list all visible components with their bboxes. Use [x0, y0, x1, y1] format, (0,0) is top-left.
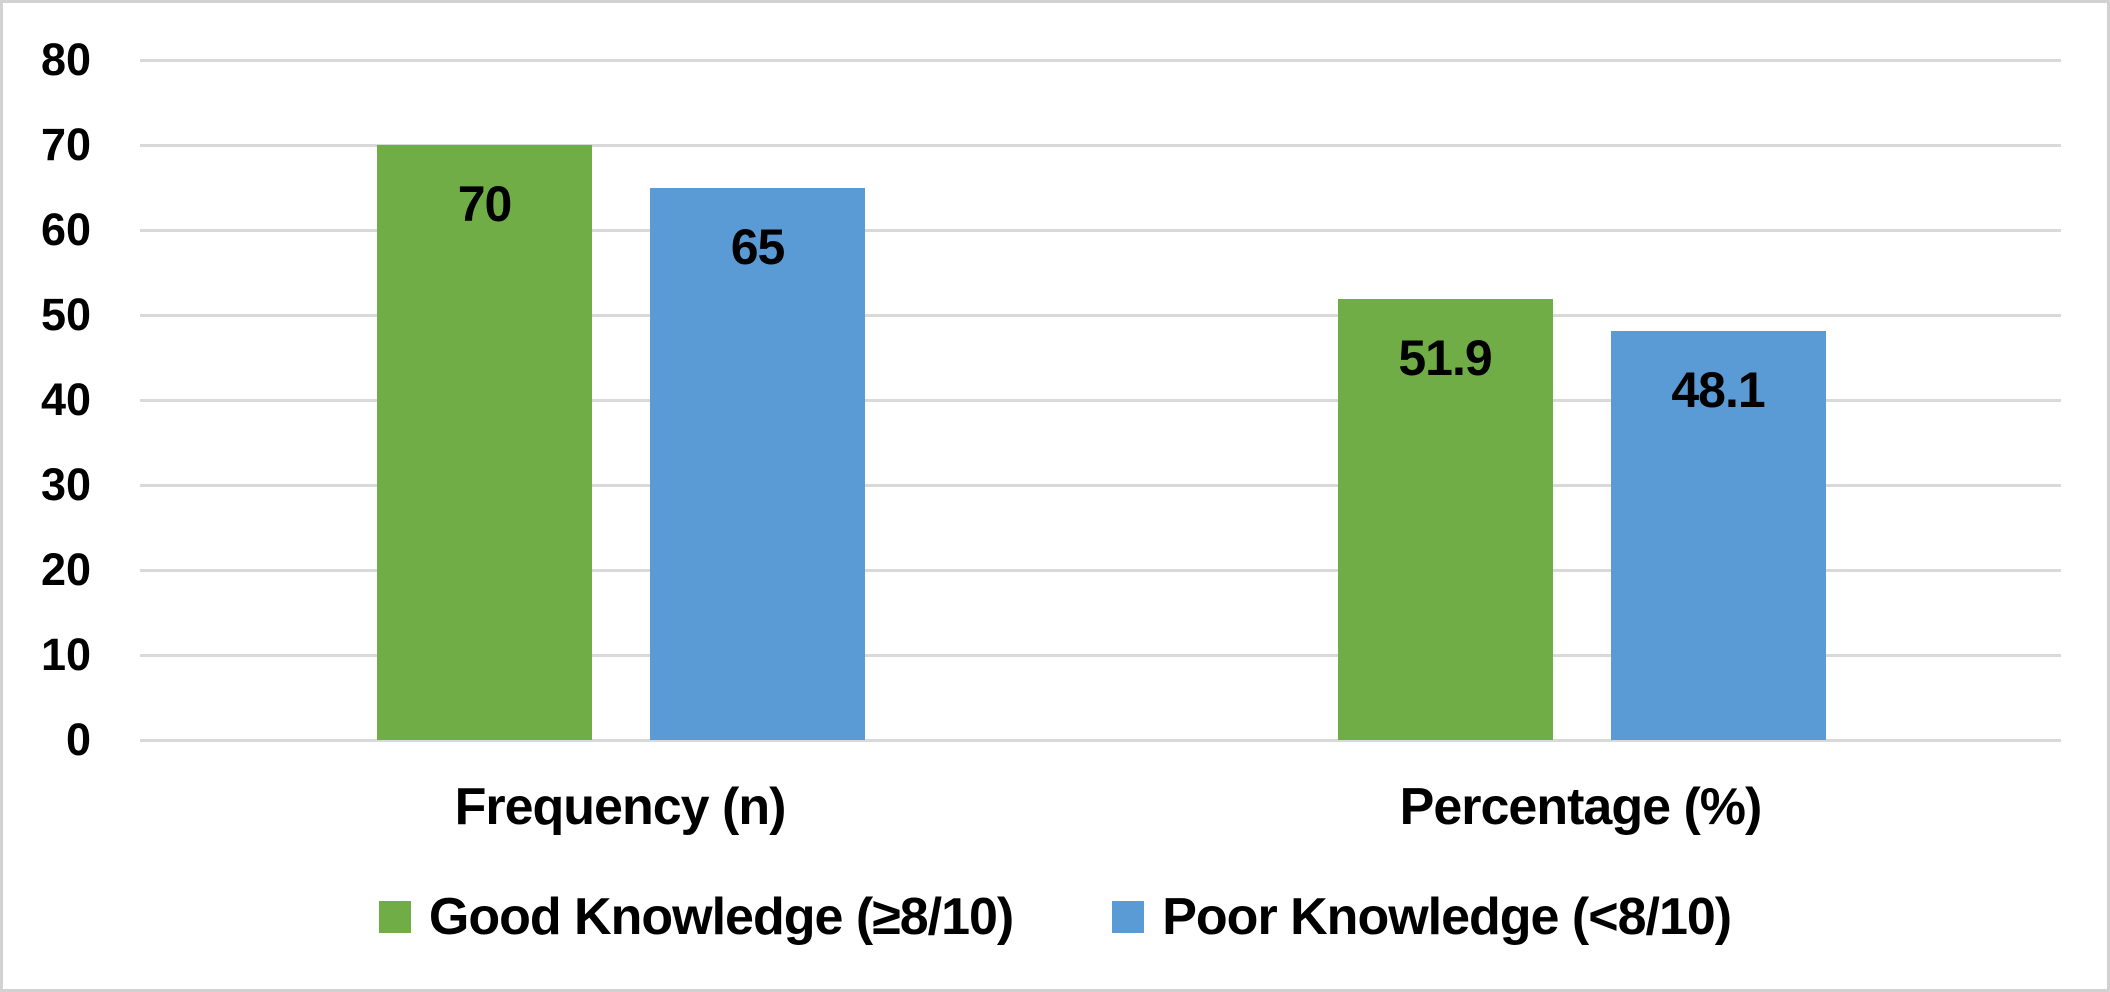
y-tick-label-50: 50	[40, 289, 91, 340]
bar-good-knowledge-frequency-n: 70	[377, 145, 592, 740]
gridline-70	[140, 144, 2061, 147]
gridline-10	[140, 654, 2061, 657]
y-tick-label-80: 80	[40, 34, 91, 85]
gridline-40	[140, 399, 2061, 402]
gridline-80	[140, 59, 2061, 62]
y-tick-label-70: 70	[40, 119, 91, 170]
category-label-percentage: Percentage (%)	[1399, 778, 1763, 836]
data-label-poor-knowledge-percentage: 48.1	[1671, 362, 1765, 419]
gridline-30	[140, 484, 2061, 487]
data-label-good-knowledge-frequency-n: 70	[457, 176, 513, 232]
y-tick-label-40: 40	[40, 374, 91, 425]
plot-area: 0 10 20 30 40 50 60 70 80 70 51.9 65 48.1	[3, 3, 2107, 989]
legend-entry-poor-knowledge: Poor Knowledge (<8/10)	[1112, 887, 1732, 947]
gridline-0	[140, 739, 2061, 742]
gridline-50	[140, 314, 2061, 317]
data-label-poor-knowledge-frequency-n: 65	[730, 218, 786, 275]
legend-swatch-poor-knowledge	[1112, 901, 1145, 933]
bar-poor-knowledge-frequency-n: 65	[650, 187, 865, 740]
bar-poor-knowledge-percentage: 48.1	[1610, 331, 1826, 740]
bar-good-knowledge-percentage: 51.9	[1337, 298, 1553, 740]
data-label-good-knowledge-percentage: 51.9	[1398, 329, 1492, 386]
legend-label-poor-knowledge: Poor Knowledge (<8/10)	[1162, 888, 1732, 946]
gridline-60	[140, 229, 2061, 232]
legend-swatch-good-knowledge	[378, 901, 411, 933]
legend-entry-good-knowledge: Good Knowledge (≥8/10)	[378, 887, 1014, 947]
y-tick-label-30: 30	[40, 459, 91, 510]
y-tick-label-60: 60	[40, 204, 91, 255]
legend-label-good-knowledge: Good Knowledge (≥8/10)	[428, 888, 1014, 946]
gridline-20	[140, 569, 2061, 572]
y-tick-label-0: 0	[65, 714, 91, 765]
y-tick-label-20: 20	[40, 544, 91, 595]
category-label-frequency: Frequency (n)	[454, 778, 787, 836]
legend: Good Knowledge (≥8/10) Poor Knowledge (<…	[3, 883, 2107, 951]
y-tick-label-10: 10	[40, 629, 91, 680]
